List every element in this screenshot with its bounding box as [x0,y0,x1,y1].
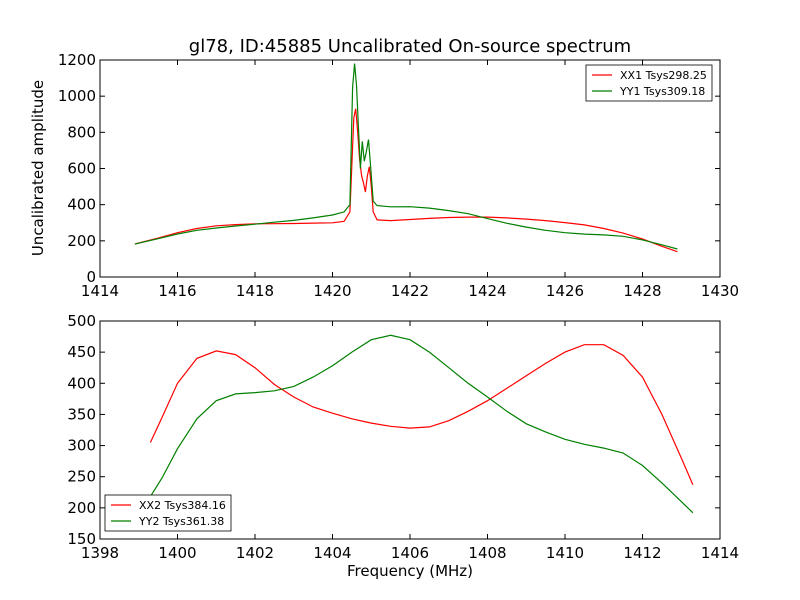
figure-xlabel: Frequency (MHz) [347,562,473,580]
top-y-tick-label: 800 [67,123,96,141]
top-x-tick-label: 1414 [81,282,119,300]
top-x-tick-label: 1428 [623,282,661,300]
top-legend: XX1 Tsys298.25 YY1 Tsys309.18 [585,64,713,102]
bottom-x-tick-label: 1410 [546,544,584,562]
bottom-x-tick-label: 1400 [158,544,196,562]
top-y-tick-label: 1200 [58,51,96,69]
top-series-line-2 [134,63,678,250]
bottom-y-tick-label: 300 [67,437,96,455]
top-y-tick-label: 0 [86,268,96,286]
bottom-x-tick-label: 1414 [701,544,739,562]
top-x-tick-label: 1430 [701,282,739,300]
top-legend-label-2: YY1 Tsys309.18 [619,85,705,98]
top-x-tick-label: 1424 [468,282,506,300]
bottom-x-tick-label: 1408 [468,544,506,562]
bottom-y-tick-label: 450 [67,343,96,361]
bottom-y-tick-label: 150 [67,530,96,548]
bottom-y-tick-label: 250 [67,468,96,486]
bottom-y-tick-label: 350 [67,405,96,423]
top-y-tick-label: 600 [67,160,96,178]
bottom-x-tick-label: 1412 [623,544,661,562]
bottom-series-line-2 [149,334,694,514]
top-plot-ylabel: Uncalibrated amplitude [29,80,47,256]
bottom-series-line-1 [149,344,694,486]
top-x-tick-label: 1422 [391,282,429,300]
top-x-tick-label: 1416 [158,282,196,300]
bottom-y-tick-label: 400 [67,374,96,392]
top-plot: Uncalibrated amplitude 1414 1416 1418 1420 1… [29,51,739,300]
top-legend-label-1: XX1 Tsys298.25 [620,69,707,82]
bottom-legend: XX2 Tsys384.16 YY2 Tsys361.38 [104,494,232,532]
top-y-tick-label: 1000 [58,87,96,105]
top-x-tick-label: 1426 [546,282,584,300]
bottom-y-tick-label: 500 [67,312,96,330]
bottom-x-tick-label: 1402 [236,544,274,562]
figure-title: gl78, ID:45885 Uncalibrated On-source sp… [189,36,631,57]
bottom-legend-label-2: YY2 Tsys361.38 [138,515,224,528]
top-series-line-1 [134,108,678,253]
bottom-legend-label-1: XX2 Tsys384.16 [139,499,226,512]
bottom-plot: 1398 1400 1402 1404 1406 1408 1410 1412 1414 150 2… [67,312,739,562]
bottom-x-tick-label: 1398 [81,544,119,562]
top-y-tick-label: 200 [67,232,96,250]
top-x-tick-label: 1418 [236,282,274,300]
top-x-tick-label: 1420 [313,282,351,300]
bottom-y-tick-label: 200 [67,499,96,517]
bottom-x-tick-label: 1406 [391,544,429,562]
top-y-tick-label: 400 [67,196,96,214]
bottom-x-tick-label: 1404 [313,544,351,562]
